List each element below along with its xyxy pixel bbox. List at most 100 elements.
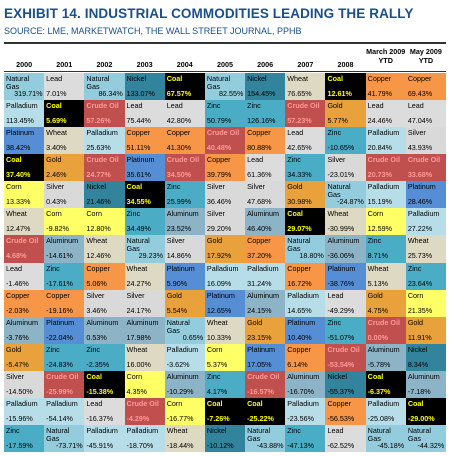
commodity-name: Palladium	[367, 182, 400, 192]
commodity-cell: Crude Oil 57.26%	[84, 100, 125, 128]
commodity-return: -16.77%	[166, 413, 194, 423]
commodity-cell: Corn 12.80%	[84, 208, 125, 236]
commodity-name: Copper	[287, 344, 311, 354]
commodity-name: Coal	[6, 155, 22, 165]
commodity-name: Zinc	[46, 344, 60, 354]
commodity-return: 82.55%	[218, 89, 244, 99]
commodity-cell: Gold 17.92%	[204, 235, 246, 263]
commodity-name: Zinc	[126, 209, 141, 219]
commodity-name: Crude Oil	[86, 155, 119, 165]
commodity-cell: Copper 69.43%	[405, 73, 447, 101]
commodity-return: 5.37%	[206, 359, 228, 369]
commodity-name: Natural Gas	[247, 425, 271, 443]
commodity-return: 67.57%	[166, 89, 192, 99]
commodity-cell: Coal 67.57%	[164, 73, 206, 101]
commodity-name: Copper	[46, 290, 70, 300]
commodity-cell: Natural Gas -73.71%	[44, 424, 85, 453]
commodity-cell: Palladium -3.62%	[164, 343, 206, 372]
commodity-cell: Platinum 12.65%	[204, 289, 246, 317]
commodity-name: Palladium	[367, 398, 400, 408]
commodity-cell: Aluminum 0.53%	[84, 316, 125, 344]
commodity-cell: Zinc -47.13%	[285, 424, 326, 453]
commodity-return: 21.35%	[407, 305, 433, 315]
commodity-return: 25.63%	[86, 143, 111, 153]
commodity-cell: Copper 5.06%	[84, 262, 125, 290]
commodity-cell: Palladium 20.84%	[365, 127, 407, 155]
commodity-return: 50.79%	[206, 116, 232, 126]
commodity-return: 41.30%	[166, 143, 192, 153]
commodity-cell: Natural Gas 86.34%	[84, 73, 125, 101]
commodity-cell: Aluminum -14.61%	[44, 235, 85, 263]
commodity-cell: Aluminum 24.15%	[245, 289, 286, 317]
commodity-name: Aluminum	[126, 317, 159, 327]
commodity-return: 24.46%	[367, 116, 393, 126]
commodity-cell: Lead 47.04%	[405, 100, 447, 128]
commodity-name: Zinc	[367, 236, 382, 246]
commodity-return: -17.59%	[6, 440, 33, 450]
commodity-cell: Palladium -18.70%	[124, 424, 165, 453]
commodity-return: 12.65%	[206, 305, 232, 315]
commodity-cell: Platinum 5.90%	[164, 262, 206, 290]
commodity-return: 20.73%	[367, 170, 393, 180]
commodity-return: 34.50%	[166, 170, 192, 180]
commodity-name: Palladium	[6, 101, 38, 111]
commodity-return: 34.49%	[126, 224, 151, 234]
commodity-name: Corn	[206, 344, 223, 354]
commodity-name: Zinc	[206, 101, 221, 111]
commodity-name: Natural Gas	[6, 74, 30, 91]
commodity-name: Coal	[407, 398, 424, 408]
commodity-name: Corn	[407, 290, 424, 300]
commodity-name: Nickel	[247, 74, 267, 83]
commodity-return: 42.65%	[287, 143, 312, 153]
commodity-return: -6.37%	[367, 386, 391, 396]
commodity-name: Lead	[287, 128, 304, 138]
commodity-cell: Gold 2.46%	[44, 154, 85, 182]
commodity-name: Wheat	[166, 425, 188, 435]
commodity-cell: Natural Gas 319.71%	[4, 73, 45, 101]
commodity-name: Coal	[247, 398, 263, 408]
commodity-return: 4.68%	[6, 251, 27, 261]
commodity-name: Lead	[367, 101, 384, 111]
commodity-cell: Gold 11.91%	[405, 316, 447, 344]
commodity-name: Gold	[327, 101, 343, 111]
commodity-cell: Coal 5.69%	[44, 100, 85, 128]
commodity-cell: Aluminum -36.06%	[325, 235, 366, 263]
commodity-cell: Lead -49.29%	[325, 289, 366, 317]
commodity-return: 15.19%	[367, 197, 393, 207]
commodity-return: 47.04%	[407, 116, 433, 126]
commodity-name: Aluminum	[287, 371, 320, 381]
commodity-return: 17.92%	[206, 251, 232, 261]
commodity-return: 17.98%	[126, 332, 151, 342]
commodity-cell: Lead 42.65%	[285, 127, 326, 155]
commodity-cell: Coal 12.61%	[325, 73, 366, 101]
commodity-return: 57.23%	[287, 116, 312, 126]
commodity-return: 16.09%	[206, 278, 232, 288]
commodity-name: Wheat	[367, 263, 389, 273]
commodity-name: Platinum	[327, 263, 356, 273]
commodity-return: -45.18%	[377, 440, 405, 450]
commodity-return: -4.29%	[126, 413, 150, 423]
commodity-name: Platinum	[46, 317, 75, 327]
commodity-cell: Wheat 16.00%	[124, 343, 165, 372]
commodity-return: -1.46%	[6, 278, 29, 288]
commodity-name: Zinc	[86, 344, 100, 354]
commodity-cell: Copper 41.79%	[365, 73, 407, 101]
commodity-cell: Silver -14.50%	[4, 370, 45, 399]
commodity-name: Coal	[327, 74, 344, 83]
commodity-return: 20.84%	[367, 143, 393, 153]
commodity-name: Crude Oil	[247, 371, 280, 381]
commodity-name: Palladium	[166, 344, 199, 354]
commodity-return: 34.33%	[287, 170, 312, 180]
commodity-name: Corn	[6, 182, 22, 192]
commodity-cell: Palladium 27.22%	[405, 208, 447, 236]
commodity-cell: Gold 5.54%	[164, 289, 206, 317]
commodity-return: 12.59%	[367, 224, 393, 234]
column-header: March 2009 YTD	[366, 47, 406, 65]
commodity-cell: Crude Oil 20.73%	[365, 154, 407, 182]
commodity-return: -38.76%	[327, 278, 355, 288]
commodity-name: Lead	[407, 101, 424, 111]
commodity-cell: Zinc 34.33%	[285, 154, 326, 182]
commodity-name: Natural Gas	[367, 425, 391, 443]
commodity-return: 5.13%	[367, 278, 389, 288]
